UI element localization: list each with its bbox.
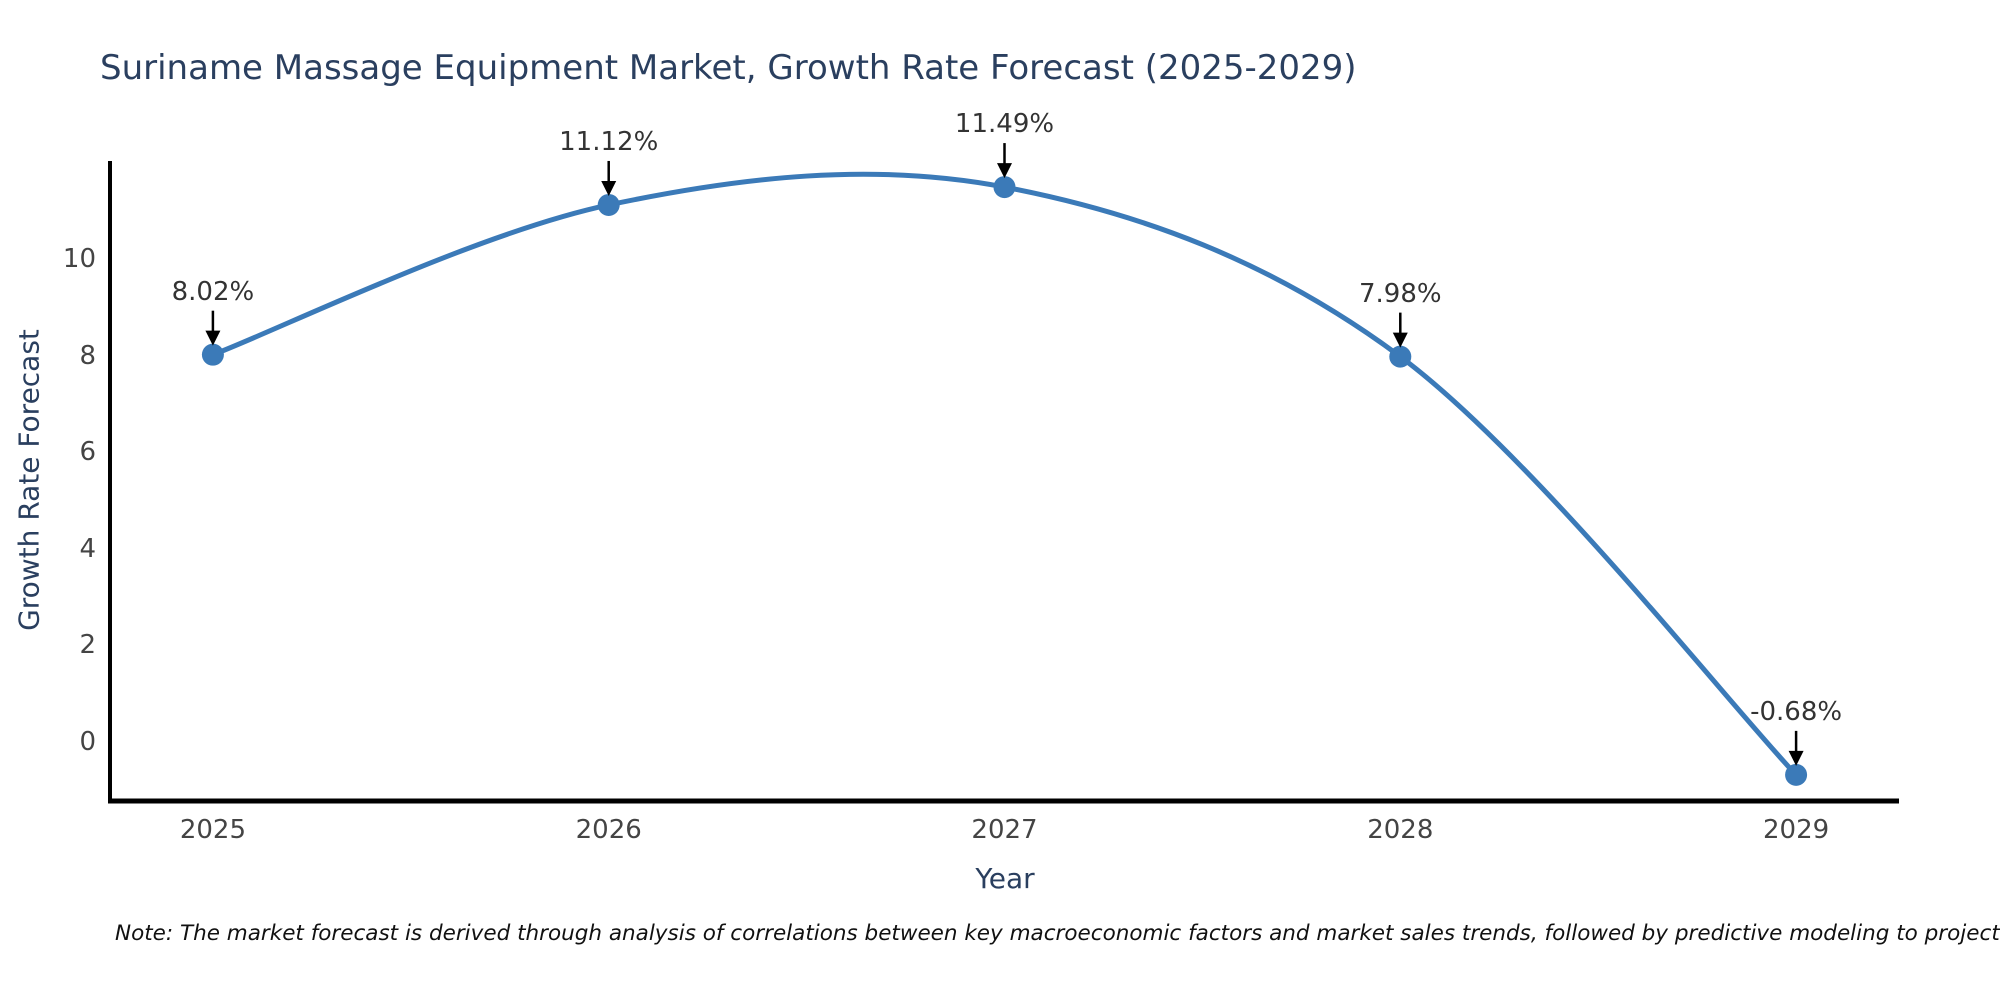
y-tick-6: 6 xyxy=(79,437,96,468)
annotation-label-2026: 11.12% xyxy=(559,126,659,157)
y-tick-8: 8 xyxy=(79,340,96,371)
data-point-markers xyxy=(201,176,1808,786)
chart-title: Suriname Massage Equipment Market, Growt… xyxy=(100,48,1357,88)
data-point-2029[interactable] xyxy=(1785,763,1808,786)
annotation-arrowhead xyxy=(601,180,617,196)
y-tick-0: 0 xyxy=(79,727,96,758)
y-tick-4: 4 xyxy=(79,533,96,564)
y-tick-2: 2 xyxy=(79,630,96,661)
data-point-2025[interactable] xyxy=(201,343,224,366)
x-tick-2029: 2029 xyxy=(1762,815,1830,845)
annotation-arrowhead xyxy=(1788,750,1804,766)
annotation-arrowhead xyxy=(997,163,1012,179)
annotation-label-2028: 7.98% xyxy=(1358,278,1442,309)
x-axis-title: Year xyxy=(975,862,1035,895)
forecast-line xyxy=(210,171,1799,778)
data-point-2027[interactable] xyxy=(993,176,1016,199)
axes-group xyxy=(108,161,1899,804)
data-point-2028[interactable] xyxy=(1389,345,1412,368)
annotation-arrowhead xyxy=(1392,332,1408,348)
annotation-label-2025: 8.02% xyxy=(171,276,255,307)
annotation-arrowhead xyxy=(205,330,221,346)
x-tick-2026: 2026 xyxy=(575,815,642,845)
y-tick-10: 10 xyxy=(62,244,96,275)
x-tick-2025: 2025 xyxy=(179,815,246,845)
y-axis-title: Growth Rate Forecast xyxy=(12,329,46,631)
chart-note: Note: The market forecast is derived thr… xyxy=(115,921,2000,946)
annotation-arrows xyxy=(205,143,1804,766)
annotation-label-2027: 11.49% xyxy=(954,109,1055,140)
x-tick-2028: 2028 xyxy=(1367,815,1434,845)
x-tick-2027: 2027 xyxy=(971,815,1038,845)
data-point-2026[interactable] xyxy=(597,193,620,216)
annotation-label-2029: -0.68% xyxy=(1750,696,1843,727)
